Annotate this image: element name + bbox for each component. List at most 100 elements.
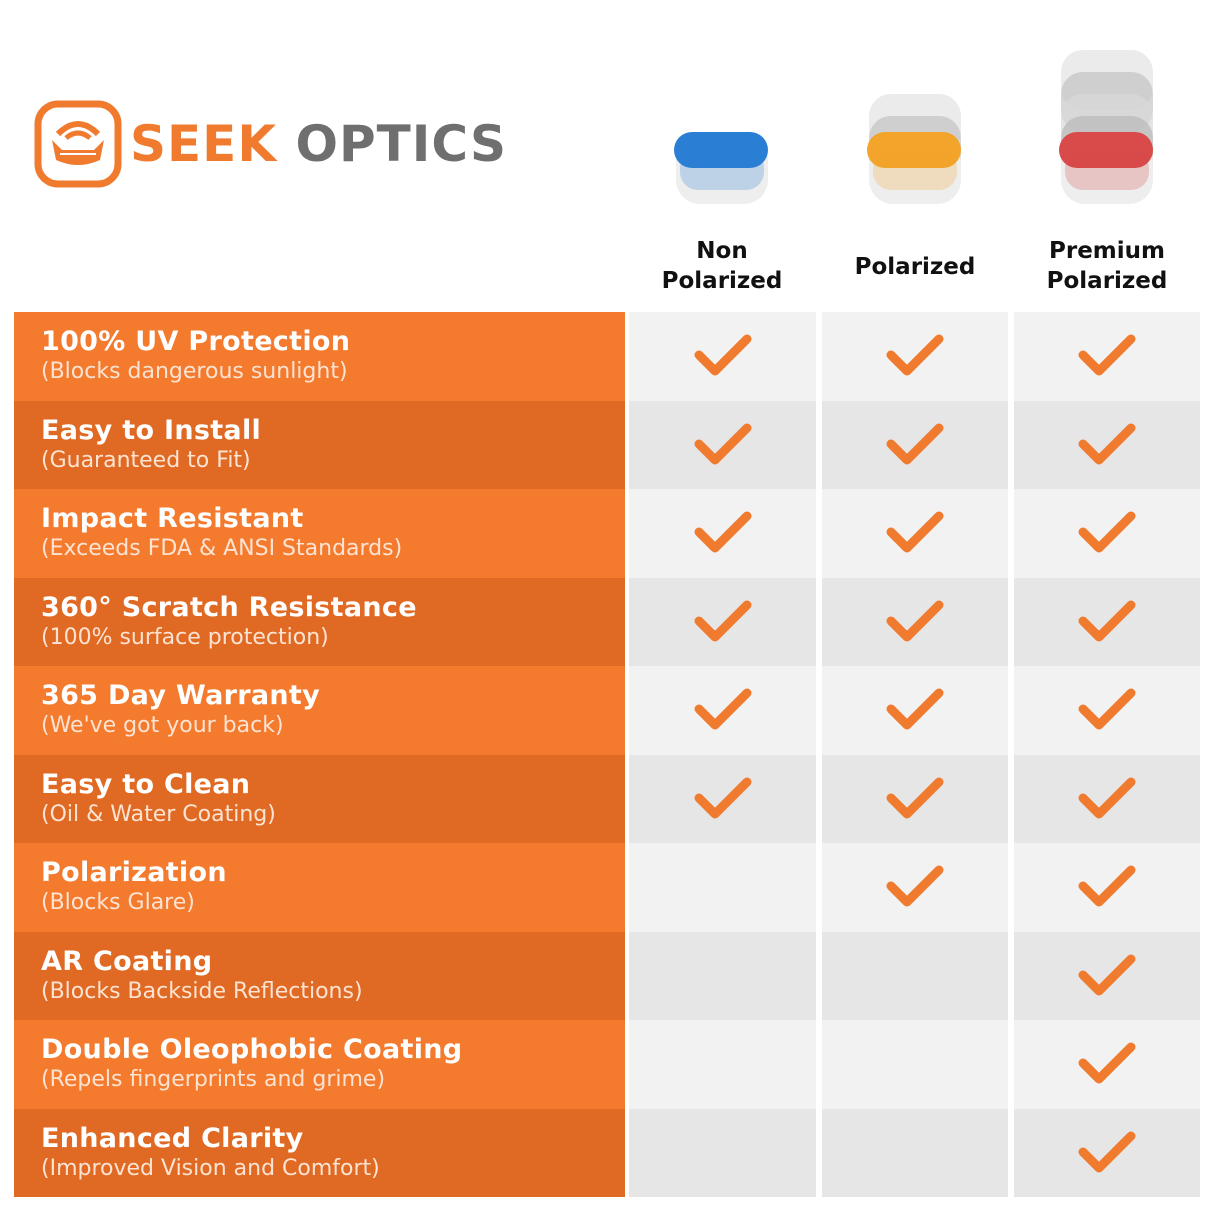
feature-cell bbox=[629, 312, 816, 401]
lens-stack-icon bbox=[674, 132, 768, 204]
feature-label: AR Coating (Blocks Backside Reflections) bbox=[14, 931, 625, 1020]
brand-name-highlight: SEEK bbox=[130, 115, 278, 173]
column-header-line1: Premium bbox=[1049, 238, 1165, 264]
feature-cell bbox=[629, 577, 816, 666]
feature-label: Polarization (Blocks Glare) bbox=[14, 843, 625, 932]
feature-label: Easy to Install (Guaranteed to Fit) bbox=[14, 400, 625, 489]
lens-stack-icon bbox=[1059, 50, 1153, 204]
feature-title: Enhanced Clarity bbox=[41, 1122, 304, 1154]
column-header-line1: Non bbox=[696, 238, 748, 264]
table-row: 360° Scratch Resistance (100% surface pro… bbox=[14, 577, 1200, 666]
feature-cell bbox=[1014, 1108, 1200, 1197]
check-icon bbox=[1078, 423, 1136, 465]
feature-title: Polarization bbox=[41, 857, 227, 888]
feature-subtitle: (Exceeds FDA & ANSI Standards) bbox=[41, 536, 403, 561]
feature-subtitle: (Blocks Backside Reflections) bbox=[41, 978, 363, 1004]
check-icon bbox=[886, 511, 944, 553]
feature-label: 365 Day Warranty (We've got your back) bbox=[14, 666, 625, 755]
feature-title: Double Oleophobic Coating bbox=[41, 1034, 463, 1065]
feature-cell bbox=[822, 843, 1008, 932]
column-header: Premium Polarized bbox=[1014, 236, 1200, 296]
feature-title: Impact Resistant bbox=[41, 503, 304, 534]
table-row: 100% UV Protection (Blocks dangerous sunl… bbox=[14, 312, 1200, 401]
check-icon bbox=[694, 423, 751, 465]
check-icon bbox=[1078, 865, 1136, 907]
seek-optics-logo-icon bbox=[34, 100, 122, 188]
lens-stack-icon bbox=[867, 94, 961, 204]
feature-cell bbox=[822, 489, 1008, 578]
feature-title: AR Coating bbox=[41, 945, 213, 977]
column-header-line2: Polarized bbox=[661, 268, 783, 294]
check-icon bbox=[694, 511, 751, 553]
feature-subtitle: (Oil & Water Coating) bbox=[41, 801, 276, 827]
feature-title: 100% UV Protection bbox=[41, 326, 351, 357]
check-icon bbox=[1078, 511, 1136, 553]
feature-cell bbox=[822, 754, 1008, 843]
table-row: Polarization (Blocks Glare) bbox=[14, 843, 1200, 932]
check-icon bbox=[886, 865, 944, 907]
feature-label: 360° Scratch Resistance (100% surface pro… bbox=[14, 577, 625, 666]
check-icon bbox=[1078, 688, 1136, 730]
feature-cell bbox=[629, 843, 816, 932]
feature-cell bbox=[629, 754, 816, 843]
check-icon bbox=[694, 688, 751, 730]
feature-cell bbox=[629, 489, 816, 578]
check-icon bbox=[1078, 600, 1136, 642]
feature-title: 360° Scratch Resistance bbox=[41, 591, 417, 623]
feature-cell bbox=[822, 312, 1008, 401]
check-icon bbox=[1078, 1131, 1136, 1173]
check-icon bbox=[694, 777, 751, 819]
check-icon bbox=[694, 600, 751, 642]
check-icon bbox=[1078, 334, 1136, 376]
feature-cell bbox=[629, 1108, 816, 1197]
brand-name-rest: OPTICS bbox=[277, 115, 507, 173]
feature-cell bbox=[629, 931, 816, 1020]
check-icon bbox=[886, 600, 944, 642]
check-icon bbox=[886, 334, 944, 376]
feature-subtitle: (100% surface protection) bbox=[41, 624, 329, 650]
feature-cell bbox=[1014, 400, 1200, 489]
check-icon bbox=[694, 334, 751, 376]
check-icon bbox=[1078, 777, 1136, 819]
column-header-line2: Polarized bbox=[1046, 268, 1168, 294]
feature-label: 100% UV Protection (Blocks dangerous sunl… bbox=[14, 312, 625, 401]
feature-label: Easy to Clean (Oil & Water Coating) bbox=[14, 754, 625, 843]
check-icon bbox=[1078, 1042, 1136, 1084]
feature-subtitle: (Blocks Glare) bbox=[41, 890, 195, 915]
check-icon bbox=[1078, 954, 1136, 996]
feature-cell bbox=[1014, 1020, 1200, 1109]
feature-subtitle: (Repels fingerprints and grime) bbox=[41, 1067, 386, 1092]
table-row: Easy to Clean (Oil & Water Coating) bbox=[14, 754, 1200, 843]
feature-cell bbox=[1014, 931, 1200, 1020]
feature-cell bbox=[822, 666, 1008, 755]
column-header: Non Polarized bbox=[629, 236, 815, 296]
feature-title: 365 Day Warranty bbox=[41, 680, 320, 711]
feature-title: Easy to Install bbox=[41, 414, 262, 446]
feature-cell bbox=[1014, 312, 1200, 401]
feature-subtitle: (Improved Vision and Comfort) bbox=[41, 1155, 380, 1181]
table-row: 365 Day Warranty (We've got your back) bbox=[14, 666, 1200, 755]
check-icon bbox=[886, 423, 944, 465]
check-icon bbox=[886, 688, 944, 730]
table-row: Double Oleophobic Coating (Repels fingerp… bbox=[14, 1020, 1200, 1109]
feature-title: Easy to Clean bbox=[41, 768, 251, 800]
feature-subtitle: (Blocks dangerous sunlight) bbox=[41, 359, 348, 384]
feature-cell bbox=[1014, 666, 1200, 755]
feature-cell bbox=[1014, 843, 1200, 932]
brand-name: SEEK OPTICS bbox=[130, 115, 507, 173]
table-row: AR Coating (Blocks Backside Reflections) bbox=[14, 931, 1200, 1020]
feature-cell bbox=[1014, 577, 1200, 666]
feature-subtitle: (Guaranteed to Fit) bbox=[41, 447, 251, 473]
feature-cell bbox=[822, 931, 1008, 1020]
table-row: Easy to Install (Guaranteed to Fit) bbox=[14, 400, 1200, 489]
feature-cell bbox=[822, 1108, 1008, 1197]
feature-label: Enhanced Clarity (Improved Vision and Com… bbox=[14, 1108, 625, 1197]
feature-cell bbox=[1014, 754, 1200, 843]
feature-label: Double Oleophobic Coating (Repels fingerp… bbox=[14, 1020, 625, 1109]
feature-cell bbox=[1014, 489, 1200, 578]
column-header-line2: Polarized bbox=[854, 254, 976, 280]
table-row: Impact Resistant (Exceeds FDA & ANSI Stan… bbox=[14, 489, 1200, 578]
feature-cell bbox=[629, 1020, 816, 1109]
feature-subtitle: (We've got your back) bbox=[41, 713, 284, 738]
feature-label: Impact Resistant (Exceeds FDA & ANSI Stan… bbox=[14, 489, 625, 578]
